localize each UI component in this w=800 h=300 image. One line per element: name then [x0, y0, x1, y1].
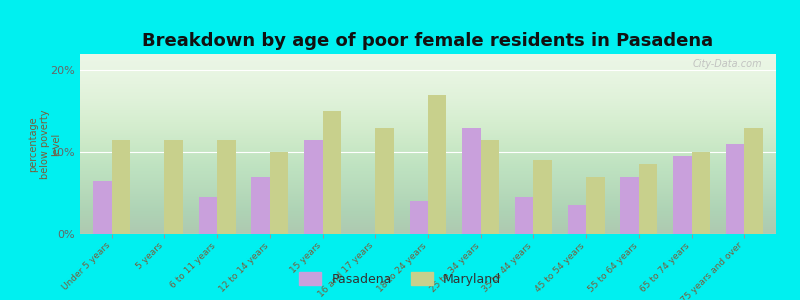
Bar [410, 201, 428, 234]
Bar [198, 197, 217, 234]
Y-axis label: percentage
below poverty
level: percentage below poverty level [28, 109, 62, 179]
Bar [93, 181, 112, 234]
Bar [304, 140, 322, 234]
Bar [515, 197, 534, 234]
Bar [428, 95, 446, 234]
Legend: Pasadena, Maryland: Pasadena, Maryland [294, 267, 506, 291]
Bar [164, 140, 183, 234]
Bar [375, 128, 394, 234]
Bar [673, 156, 692, 234]
Bar [481, 140, 499, 234]
Bar [639, 164, 658, 234]
Text: City-Data.com: City-Data.com [693, 59, 762, 69]
Bar [322, 111, 341, 234]
Title: Breakdown by age of poor female residents in Pasadena: Breakdown by age of poor female resident… [142, 32, 714, 50]
Bar [568, 206, 586, 234]
Bar [726, 144, 744, 234]
Bar [534, 160, 552, 234]
Bar [744, 128, 763, 234]
Bar [251, 177, 270, 234]
Bar [621, 177, 639, 234]
Bar [462, 128, 481, 234]
Bar [112, 140, 130, 234]
Bar [692, 152, 710, 234]
Bar [586, 177, 605, 234]
Bar [270, 152, 288, 234]
Bar [217, 140, 235, 234]
